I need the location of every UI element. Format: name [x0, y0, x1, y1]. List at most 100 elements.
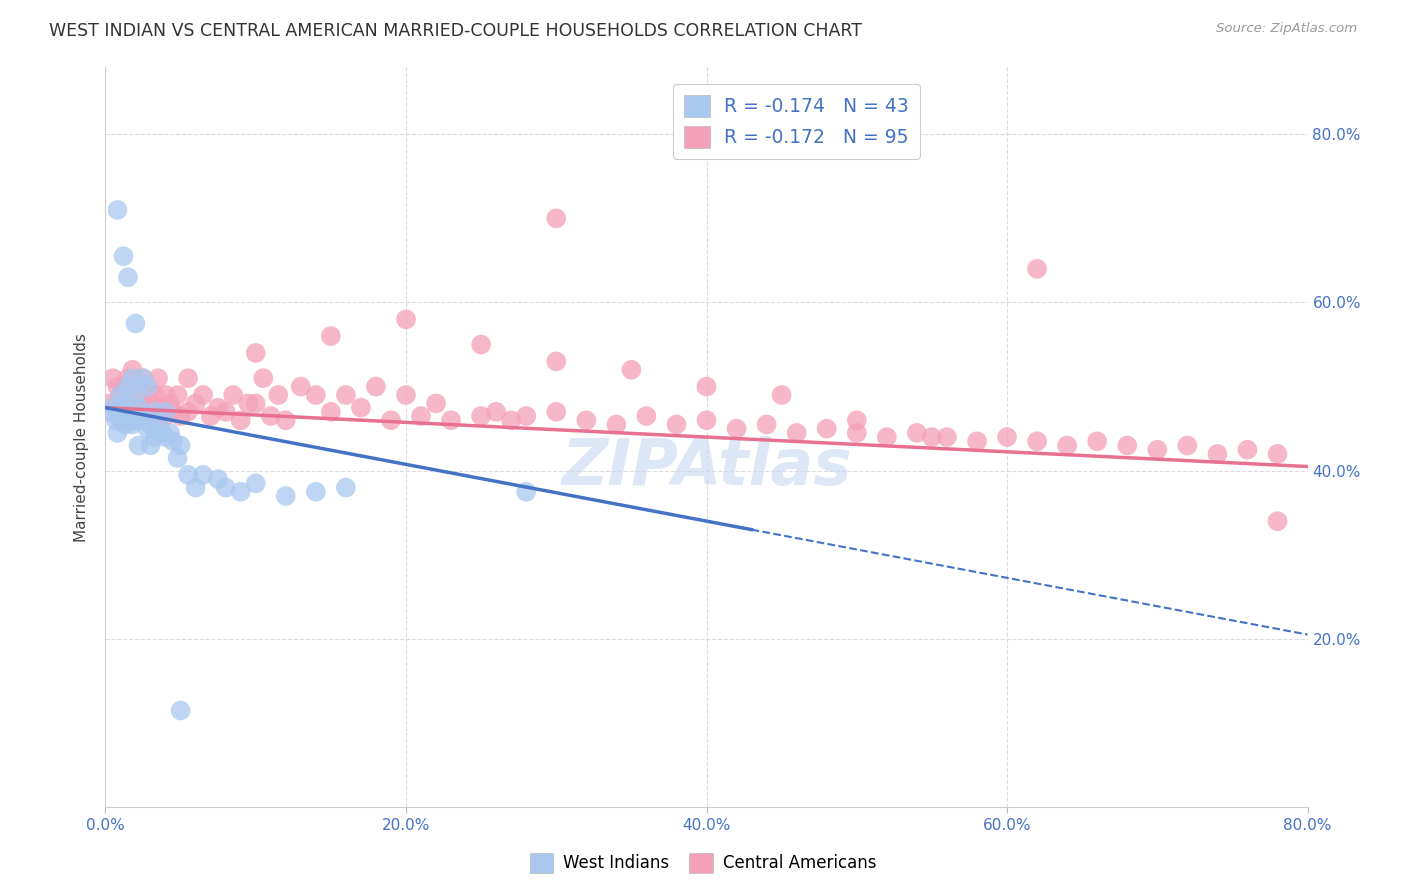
Point — [104, 401, 127, 415]
Point — [305, 484, 328, 499]
Point — [515, 409, 537, 423]
Point — [159, 396, 181, 410]
Point — [485, 405, 508, 419]
Legend: West Indians, Central Americans: West Indians, Central Americans — [523, 847, 883, 880]
Text: ZIPAtlas: ZIPAtlas — [561, 435, 852, 498]
Point — [274, 413, 297, 427]
Point — [159, 425, 181, 440]
Point — [696, 379, 718, 393]
Point — [725, 422, 748, 436]
Point — [966, 434, 988, 449]
Point — [155, 388, 177, 402]
Point — [152, 401, 174, 415]
Point — [152, 425, 174, 440]
Point — [905, 425, 928, 440]
Point — [112, 249, 135, 263]
Point — [319, 405, 342, 419]
Point — [229, 484, 252, 499]
Point — [575, 413, 598, 427]
Point — [155, 430, 177, 444]
Point — [845, 413, 868, 427]
Point — [1206, 447, 1229, 461]
Point — [162, 434, 184, 449]
Point — [184, 396, 207, 410]
Point — [425, 396, 447, 410]
Point — [921, 430, 943, 444]
Point — [98, 405, 121, 419]
Point — [1146, 442, 1168, 457]
Point — [1026, 261, 1049, 276]
Point — [117, 405, 139, 419]
Point — [995, 430, 1018, 444]
Legend: R = -0.174   N = 43, R = -0.172   N = 95: R = -0.174 N = 43, R = -0.172 N = 95 — [673, 84, 920, 159]
Point — [1267, 447, 1289, 461]
Point — [515, 484, 537, 499]
Point — [107, 425, 129, 440]
Point — [107, 379, 129, 393]
Point — [184, 481, 207, 495]
Point — [110, 388, 132, 402]
Point — [121, 371, 143, 385]
Point — [222, 388, 245, 402]
Point — [114, 405, 136, 419]
Point — [121, 363, 143, 377]
Point — [267, 388, 290, 402]
Point — [143, 388, 166, 402]
Point — [146, 371, 169, 385]
Point — [620, 363, 643, 377]
Point — [245, 476, 267, 491]
Point — [470, 337, 492, 351]
Point — [117, 396, 139, 410]
Point — [1267, 514, 1289, 528]
Point — [319, 329, 342, 343]
Point — [335, 388, 357, 402]
Point — [696, 413, 718, 427]
Point — [207, 401, 229, 415]
Point — [177, 371, 200, 385]
Point — [200, 409, 222, 423]
Point — [121, 413, 143, 427]
Point — [214, 481, 236, 495]
Point — [169, 409, 191, 423]
Point — [191, 467, 214, 482]
Point — [101, 401, 124, 415]
Y-axis label: Married-couple Households: Married-couple Households — [75, 333, 90, 541]
Point — [380, 413, 402, 427]
Point — [117, 371, 139, 385]
Point — [770, 388, 793, 402]
Point — [114, 417, 136, 432]
Point — [139, 409, 162, 423]
Point — [409, 409, 432, 423]
Text: WEST INDIAN VS CENTRAL AMERICAN MARRIED-COUPLE HOUSEHOLDS CORRELATION CHART: WEST INDIAN VS CENTRAL AMERICAN MARRIED-… — [49, 22, 862, 40]
Point — [245, 346, 267, 360]
Point — [110, 409, 132, 423]
Point — [139, 396, 162, 410]
Point — [501, 413, 523, 427]
Point — [132, 405, 155, 419]
Point — [876, 430, 898, 444]
Point — [110, 413, 132, 427]
Point — [124, 388, 146, 402]
Point — [274, 489, 297, 503]
Point — [207, 472, 229, 486]
Point — [117, 379, 139, 393]
Point — [139, 438, 162, 452]
Point — [845, 425, 868, 440]
Point — [121, 417, 143, 432]
Point — [128, 401, 150, 415]
Point — [546, 211, 568, 226]
Point — [98, 396, 121, 410]
Point — [136, 388, 159, 402]
Point — [143, 430, 166, 444]
Point — [245, 396, 267, 410]
Point — [169, 438, 191, 452]
Point — [815, 422, 838, 436]
Point — [1085, 434, 1108, 449]
Point — [290, 379, 312, 393]
Point — [124, 317, 146, 331]
Point — [177, 467, 200, 482]
Point — [112, 396, 135, 410]
Point — [139, 417, 162, 432]
Point — [136, 379, 159, 393]
Point — [238, 396, 260, 410]
